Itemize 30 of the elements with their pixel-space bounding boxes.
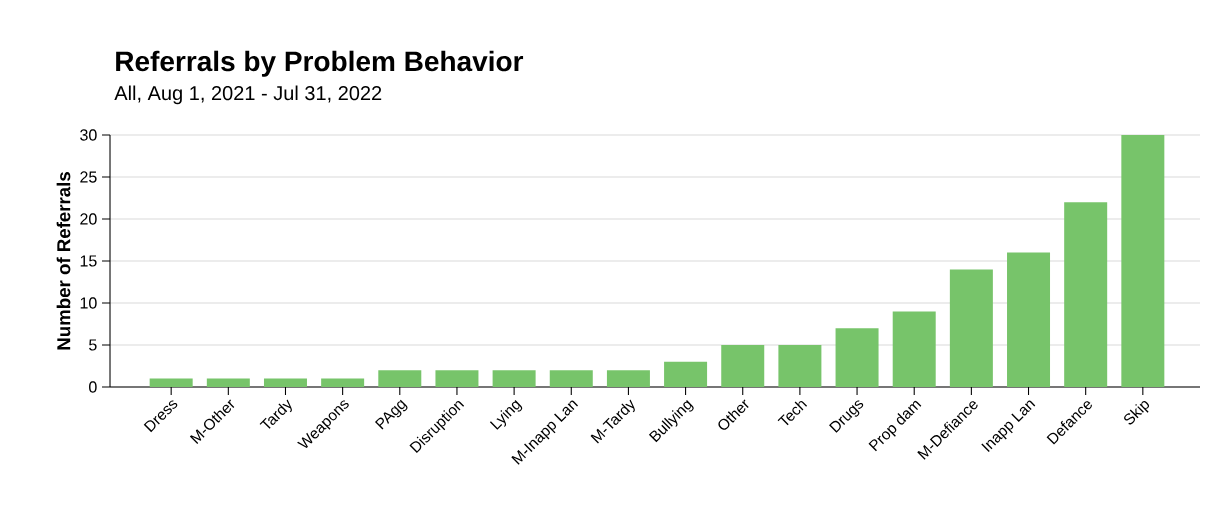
bar: [321, 378, 365, 387]
y-tick-label: 0: [89, 381, 97, 393]
bar: [492, 370, 536, 387]
y-tick-label: 25: [80, 171, 97, 183]
bar: [435, 370, 479, 387]
bar: [149, 378, 193, 387]
bar: [263, 378, 307, 387]
y-tick-label: 30: [80, 129, 97, 141]
bar: [1007, 252, 1051, 387]
bar: [1064, 202, 1108, 387]
x-tick-label: Tech: [777, 400, 808, 426]
y-tick-label: 5: [89, 339, 97, 351]
bar: [721, 344, 765, 387]
y-tick-label: 15: [80, 255, 97, 267]
bar: [664, 361, 708, 387]
bar: [778, 344, 822, 387]
y-tick-label: 10: [80, 297, 97, 309]
bar: [606, 370, 650, 387]
bar: [378, 370, 422, 387]
y-axis-title: Number of Referrals: [56, 172, 71, 350]
y-tick-label: 20: [80, 213, 97, 225]
bar: [892, 311, 936, 387]
x-tick-label: Skip: [1124, 400, 1150, 425]
bar: [1121, 135, 1165, 387]
chart-title: Referrals by Problem Behavior: [116, 50, 524, 77]
bar: [949, 269, 993, 387]
bar: [206, 378, 250, 387]
bar: [835, 328, 879, 387]
bar: [549, 370, 593, 387]
chart-subtitle: All, Aug 1, 2021 - Jul 31, 2022: [114, 85, 382, 105]
